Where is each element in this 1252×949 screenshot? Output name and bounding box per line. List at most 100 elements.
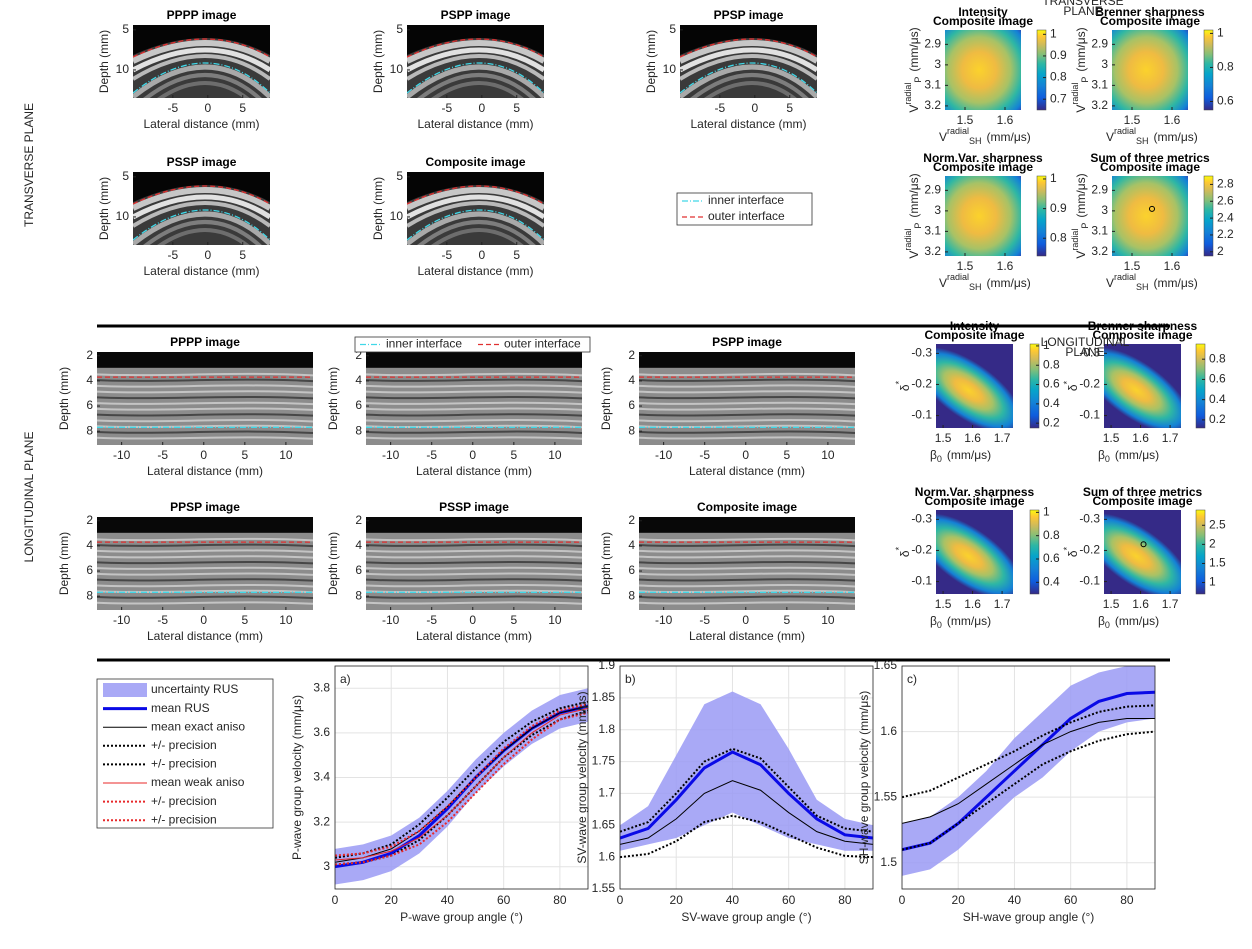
x-axis-label-sup: radial (1114, 272, 1136, 282)
x-tick-label: -5 (426, 448, 437, 462)
image-panel: PSPP image -10 -5 0 5 10 2 4 6 8 Lateral distance … (599, 335, 855, 478)
x-tick-label: -5 (442, 101, 453, 115)
image-band (97, 566, 313, 571)
y-axis-label-sup: radial (903, 229, 913, 251)
y-tick-label: 1.7 (598, 786, 615, 800)
colorbar (1036, 175, 1047, 257)
y-axis-label: Depth (mm) (97, 177, 111, 240)
x-axis-label-unit: (mm/μs) (1154, 130, 1198, 144)
image (680, 25, 817, 98)
axes-box (619, 665, 874, 890)
heatmap (1112, 30, 1188, 110)
y-axis-label-base: V (1074, 251, 1088, 259)
panel-title: PPSP image (170, 500, 240, 514)
y-tick-label: -0.1 (911, 408, 932, 422)
x-tick-label: 1.6 (997, 113, 1014, 127)
plot (620, 666, 873, 889)
x-tick-label: 1.5 (935, 431, 952, 445)
x-tick-label: -5 (157, 613, 168, 627)
legend-label: +/- precision (151, 757, 217, 771)
image-band (680, 47, 817, 73)
image-band (133, 194, 270, 220)
x-tick-label: 10 (821, 448, 835, 462)
y-axis-label: Depth (mm) (326, 367, 340, 430)
x-axis-label-sub: SH (1136, 136, 1149, 146)
y-tick-label: 3.1 (924, 224, 941, 238)
image-band (97, 436, 313, 440)
y-axis-label: δ* (894, 380, 912, 391)
x-tick-label: 5 (513, 248, 520, 262)
x-axis-label-base: β (930, 448, 937, 462)
x-tick-label: 0 (751, 101, 758, 115)
y-axis-label: VradialP (mm/μs) (1070, 27, 1090, 112)
y-tick-label: 5 (122, 22, 129, 36)
image-band (366, 572, 582, 576)
colorbar-tick-label: 2.5 (1209, 517, 1226, 531)
series-line (902, 690, 1155, 852)
colorbar-tick-label: 0.8 (1043, 357, 1060, 371)
x-tick-label: 1.6 (997, 259, 1014, 273)
image-band (639, 555, 855, 559)
x-axis-label: Lateral distance (mm) (689, 464, 805, 478)
x-tick-label: 0 (478, 248, 485, 262)
x-tick-label: -10 (655, 448, 673, 462)
x-axis-label-unit: (mm/μs) (1115, 614, 1159, 628)
x-tick-label: 0 (469, 613, 476, 627)
x-axis-label-sup: radial (1114, 126, 1136, 136)
legend-label: inner interface (386, 337, 462, 351)
panel-title: Composite image (425, 155, 525, 169)
colorbar-tick-label: 0.4 (1043, 396, 1060, 410)
y-tick-label: -0.1 (911, 574, 932, 588)
x-tick-label: 1.5 (935, 597, 952, 611)
image-band (407, 187, 544, 211)
panel-label: c) (907, 672, 917, 686)
x-axis-label: β0 (mm/μs) (1098, 614, 1159, 630)
series-line (620, 780, 873, 845)
x-tick-label: 5 (783, 613, 790, 627)
line-chart: 0 20 40 60 80 1.55 1.6 1.65 1.7 1.75 1.8 1.85 1.9 b) S… (575, 658, 874, 924)
x-axis-label-sub: 0 (1105, 620, 1110, 630)
legend-swatch (103, 683, 147, 697)
image-band (97, 601, 313, 605)
x-axis-label-sup: radial (947, 126, 969, 136)
x-tick-label: 20 (385, 893, 399, 907)
image-dark (639, 352, 855, 368)
image-band (97, 372, 313, 377)
panel-title: PSPP image (712, 335, 782, 349)
image-dark (97, 352, 313, 368)
y-tick-label: 2.9 (1091, 183, 1108, 197)
y-tick-label: 2.9 (924, 183, 941, 197)
colorbar-tick-label: 0.8 (1043, 528, 1060, 542)
outer-interface (133, 38, 270, 58)
colorbar-tick-label: 1 (1050, 26, 1057, 40)
image-band (97, 595, 313, 599)
x-tick-label: 1.7 (1162, 431, 1179, 445)
panel-title: PSSP image (439, 500, 509, 514)
x-axis-label-unit: (mm/μs) (987, 276, 1031, 290)
image-band (639, 560, 855, 565)
series-line (902, 704, 1155, 799)
y-axis-label: Depth (mm) (599, 532, 613, 595)
legend-label: +/- precision (151, 812, 217, 826)
x-axis-label-unit: (mm/μs) (987, 130, 1031, 144)
x-axis-label-unit: (mm/μs) (1115, 448, 1159, 462)
y-tick-label: 1.55 (592, 881, 616, 895)
colorbar-tick-label: 0.6 (1217, 94, 1234, 108)
x-tick-label: 10 (821, 613, 835, 627)
image-band (639, 384, 855, 388)
y-tick-label: 3.1 (924, 78, 941, 92)
image-band (639, 601, 855, 605)
x-tick-label: -5 (442, 248, 453, 262)
y-axis-label-sup: radial (903, 83, 913, 105)
image-band (366, 419, 582, 423)
y-tick-label: 4 (86, 373, 93, 387)
x-axis-label-base: β (930, 614, 937, 628)
y-tick-label: 8 (628, 423, 635, 437)
image-band (639, 413, 855, 417)
colorbar-tick-label: 0.8 (1050, 230, 1067, 244)
optimum-marker (1140, 541, 1147, 548)
x-tick-label: 10 (279, 448, 293, 462)
y-tick-label: 1.6 (598, 849, 615, 863)
colorbar-tick-label: 1 (1050, 171, 1057, 185)
